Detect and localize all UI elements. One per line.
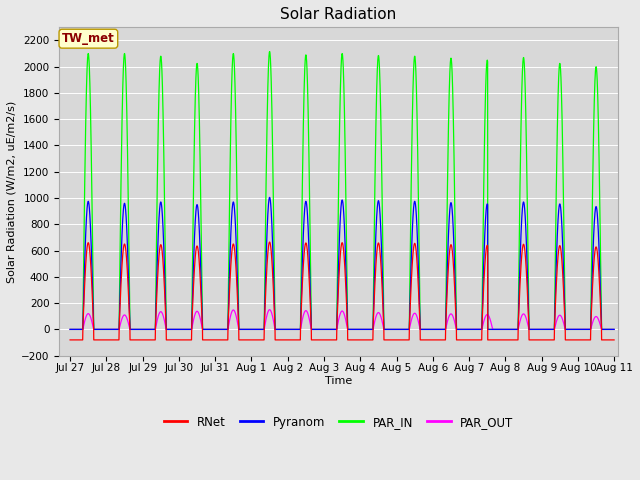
Line: PAR_OUT: PAR_OUT: [70, 310, 614, 329]
PAR_OUT: [266, 307, 273, 312]
RNet: [266, 239, 273, 245]
Pyranom: [464, 326, 472, 332]
RNet: [322, 337, 330, 343]
PAR_IN: [434, 326, 442, 332]
Text: TW_met: TW_met: [62, 32, 115, 45]
X-axis label: Time: Time: [325, 376, 352, 386]
Legend: RNet, Pyranom, PAR_IN, PAR_OUT: RNet, Pyranom, PAR_IN, PAR_OUT: [159, 411, 518, 433]
RNet: [464, 337, 472, 343]
PAR_IN: [495, 326, 502, 332]
Line: Pyranom: Pyranom: [70, 197, 614, 329]
Pyranom: [434, 326, 442, 332]
PAR_IN: [322, 326, 330, 332]
RNet: [611, 337, 618, 343]
PAR_IN: [164, 326, 172, 332]
Line: PAR_IN: PAR_IN: [70, 51, 614, 329]
PAR_OUT: [495, 326, 502, 332]
PAR_OUT: [610, 326, 618, 332]
RNet: [164, 337, 172, 343]
Line: RNet: RNet: [70, 242, 614, 340]
Pyranom: [495, 326, 502, 332]
RNet: [495, 337, 502, 343]
PAR_IN: [610, 326, 618, 332]
Y-axis label: Solar Radiation (W/m2, uE/m2/s): Solar Radiation (W/m2, uE/m2/s): [7, 100, 17, 283]
PAR_OUT: [322, 326, 330, 332]
PAR_IN: [464, 326, 472, 332]
PAR_OUT: [67, 326, 74, 332]
PAR_IN: [266, 48, 273, 54]
RNet: [610, 337, 618, 343]
Pyranom: [266, 194, 273, 200]
Pyranom: [610, 326, 618, 332]
Pyranom: [611, 326, 618, 332]
Pyranom: [164, 326, 172, 332]
PAR_IN: [67, 326, 74, 332]
PAR_OUT: [464, 326, 472, 332]
RNet: [67, 337, 74, 343]
PAR_OUT: [164, 326, 172, 332]
RNet: [434, 337, 442, 343]
Title: Solar Radiation: Solar Radiation: [280, 7, 397, 22]
PAR_OUT: [611, 326, 618, 332]
Pyranom: [67, 326, 74, 332]
PAR_IN: [611, 326, 618, 332]
PAR_OUT: [434, 326, 442, 332]
Pyranom: [322, 326, 330, 332]
